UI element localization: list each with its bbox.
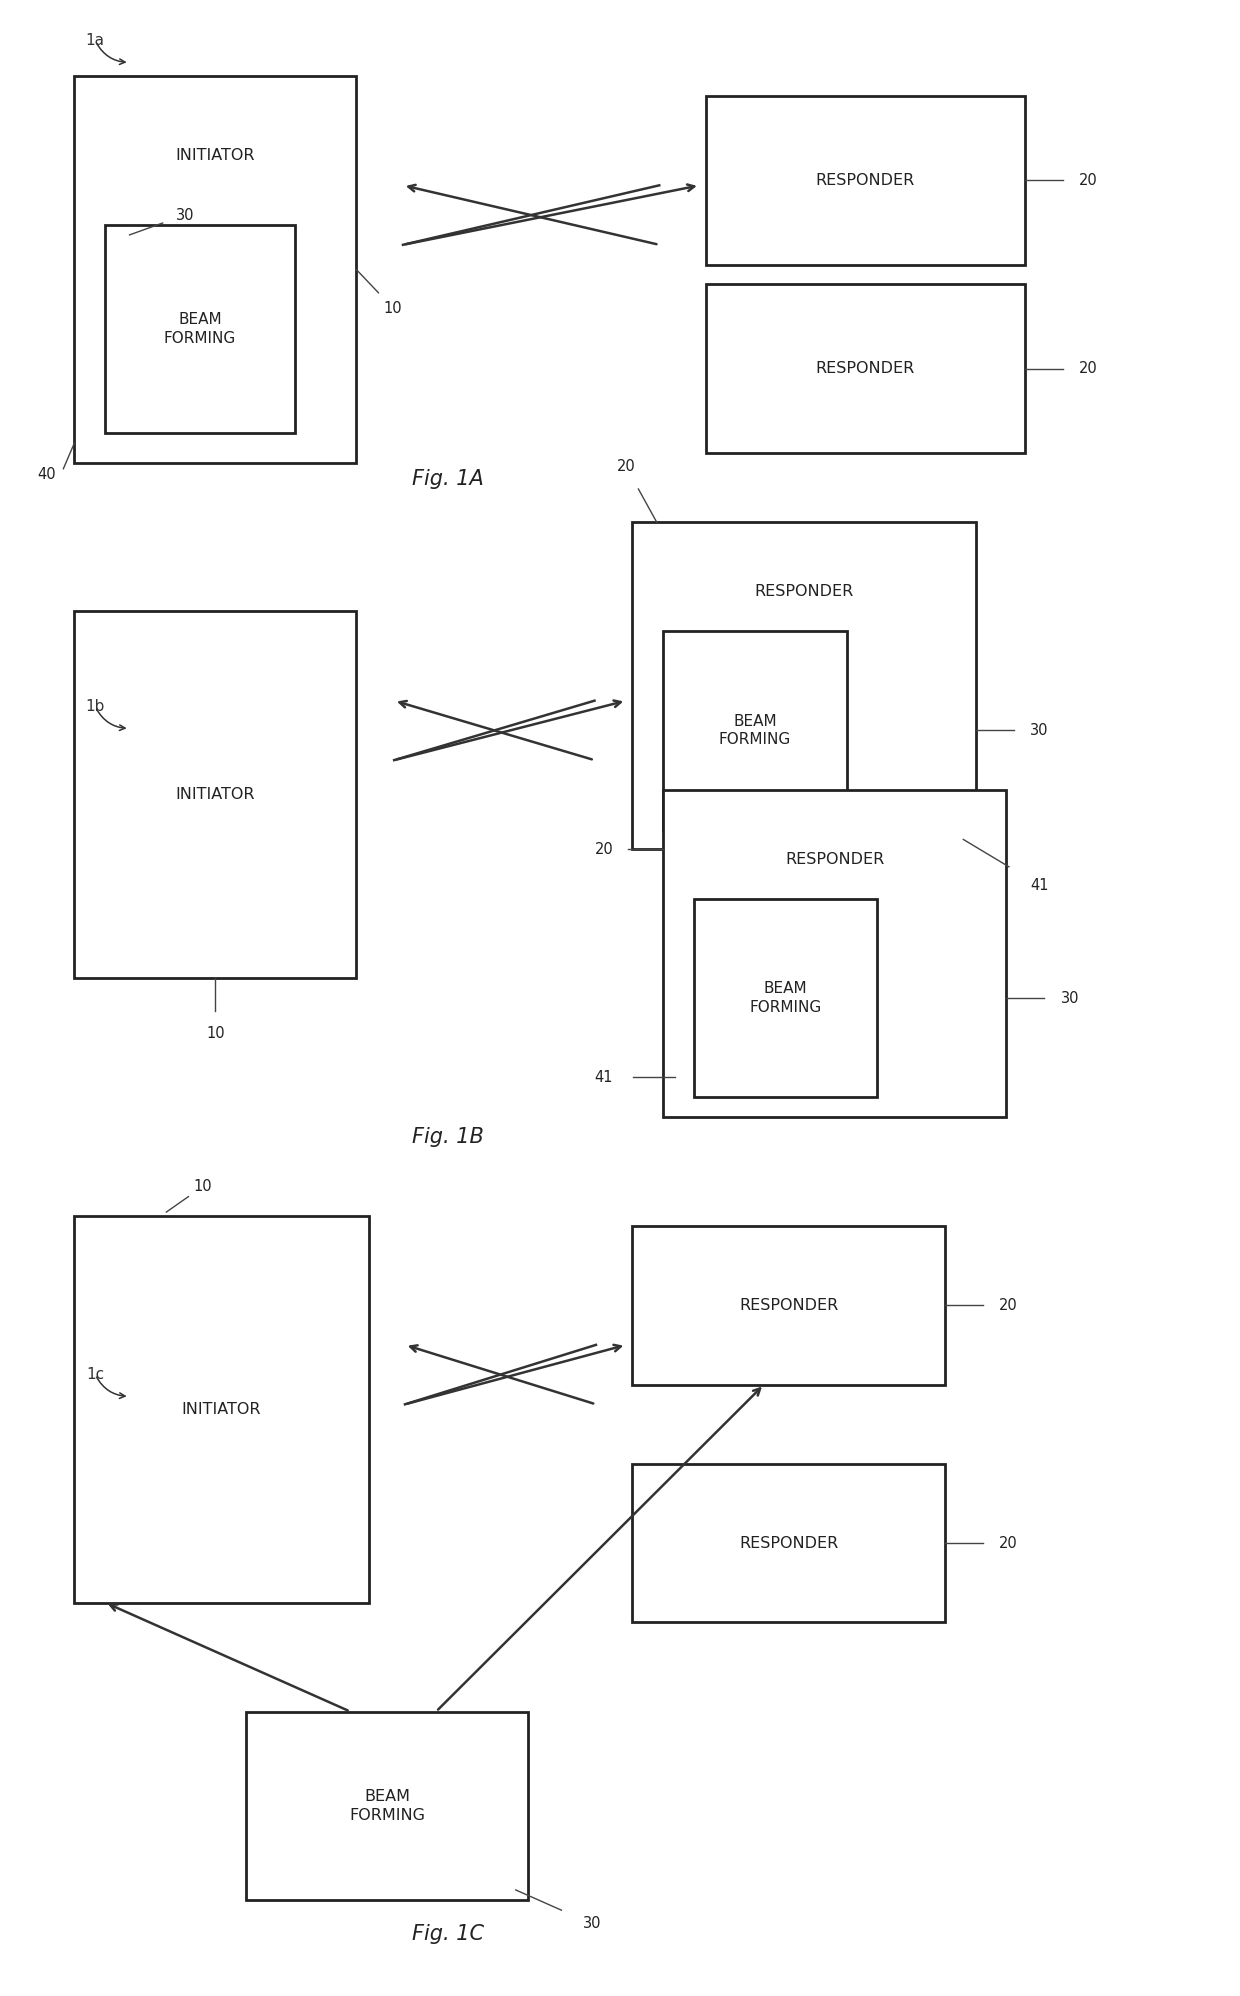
Text: INITIATOR: INITIATOR [182, 1401, 262, 1417]
Text: 20: 20 [1079, 361, 1097, 375]
Text: 1b: 1b [86, 699, 105, 715]
Text: 1c: 1c [86, 1367, 104, 1381]
Bar [632, 1463, 945, 1623]
Text: Fig. 1B: Fig. 1B [413, 1128, 485, 1148]
Text: 10: 10 [206, 1026, 224, 1042]
Text: RESPONDER: RESPONDER [785, 852, 884, 866]
Bar [74, 76, 356, 463]
Text: 30: 30 [176, 208, 193, 224]
Bar [105, 226, 295, 433]
Text: RESPONDER: RESPONDER [816, 361, 915, 375]
Text: 41: 41 [1030, 878, 1049, 892]
Text: INITIATOR: INITIATOR [176, 786, 255, 802]
Text: 20: 20 [616, 459, 636, 475]
Text: 40: 40 [37, 467, 56, 483]
Text: 30: 30 [583, 1916, 601, 1932]
Bar [706, 96, 1024, 265]
Text: BEAM
FORMING: BEAM FORMING [749, 982, 822, 1014]
Bar [632, 1226, 945, 1385]
Text: RESPONDER: RESPONDER [816, 174, 915, 188]
Bar [632, 523, 976, 850]
Text: 41: 41 [595, 1070, 614, 1084]
Text: 30: 30 [1030, 723, 1049, 739]
Bar [663, 790, 1006, 1118]
Text: Fig. 1C: Fig. 1C [412, 1924, 485, 1944]
Bar [706, 285, 1024, 453]
Text: 20: 20 [595, 842, 614, 856]
Text: BEAM
FORMING: BEAM FORMING [719, 715, 791, 747]
Text: Fig. 1A: Fig. 1A [413, 469, 484, 489]
Text: 1a: 1a [86, 34, 104, 48]
Text: BEAM
FORMING: BEAM FORMING [348, 1788, 425, 1822]
Text: 20: 20 [1079, 174, 1097, 188]
Text: 10: 10 [193, 1180, 212, 1194]
Text: BEAM
FORMING: BEAM FORMING [164, 311, 236, 345]
Text: INITIATOR: INITIATOR [176, 148, 255, 164]
Text: RESPONDER: RESPONDER [739, 1297, 838, 1313]
Text: 20: 20 [999, 1297, 1018, 1313]
Text: 10: 10 [384, 301, 403, 315]
Text: RESPONDER: RESPONDER [739, 1535, 838, 1551]
Bar [246, 1711, 528, 1900]
Text: RESPONDER: RESPONDER [754, 585, 853, 599]
Bar [693, 898, 878, 1098]
Text: 20: 20 [999, 1535, 1018, 1551]
Bar [74, 1216, 368, 1603]
Text: 30: 30 [1060, 990, 1079, 1006]
Bar [663, 631, 847, 830]
Bar [74, 611, 356, 978]
